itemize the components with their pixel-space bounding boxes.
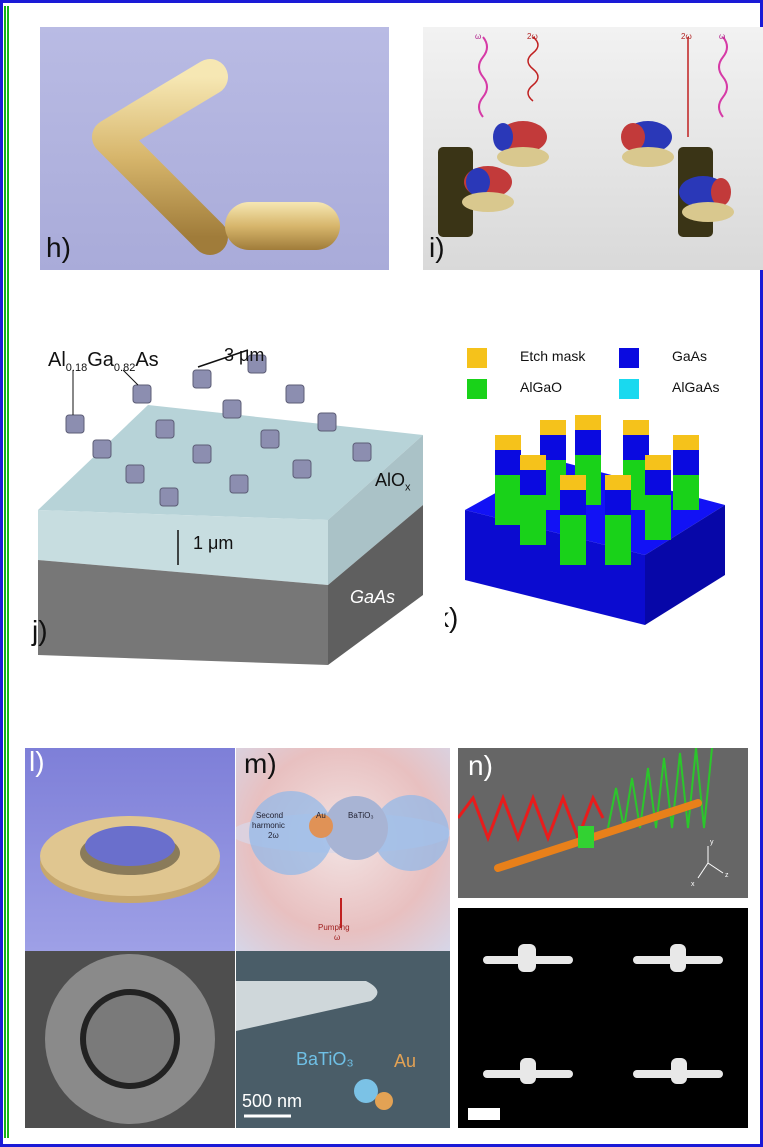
m-tag-pumping: Pumping xyxy=(318,923,350,932)
legend-label-algaas: AlGaAs xyxy=(672,379,720,395)
m-sem-tag-batio3: BaTiO₃ xyxy=(296,1049,354,1069)
scale-bar-label: 500 nm xyxy=(242,1091,303,1111)
n-scale-bar xyxy=(468,1108,500,1120)
m-tag-omega: ω xyxy=(334,933,340,942)
m-tag-au: Au xyxy=(316,811,326,820)
dimer-antennas-illustration: ω 2ω 2ω ω xyxy=(438,32,734,237)
antenna-sem-image xyxy=(468,944,723,1120)
j-thickness-label: 1 μm xyxy=(193,533,234,553)
panel-label-m: m) xyxy=(244,748,277,779)
m-tag-second: Second xyxy=(256,811,283,820)
ring-disk-illustration xyxy=(40,816,220,903)
panel-n: x y z n) xyxy=(458,748,748,898)
i-label-omega-1: ω xyxy=(475,32,481,41)
panel-h: h) xyxy=(40,27,389,270)
panel-label-j: j) xyxy=(32,615,48,646)
n-axis-x: x xyxy=(691,881,695,888)
panel-j: Al0.18Ga0.82As 3 μm AlOx 1 μm GaAs j) xyxy=(28,325,423,675)
legend-swatch-algao xyxy=(467,379,487,399)
panel-label-i: i) xyxy=(429,232,445,263)
pillar-array-illustration xyxy=(38,349,423,665)
j-substrate-label: GaAs xyxy=(350,587,396,607)
legend-swatch-etch-mask xyxy=(467,348,487,368)
gold-nanorods-illustration xyxy=(92,59,340,255)
panel-n-sem xyxy=(458,908,748,1128)
j-pitch-label: 3 μm xyxy=(224,345,265,365)
m-sem-tag-au: Au xyxy=(394,1051,417,1071)
panel-i: ω 2ω 2ω ω i) xyxy=(423,27,763,270)
panel-l-sem xyxy=(25,951,235,1128)
layer-stack-illustration xyxy=(465,415,725,625)
sphere-dimer-illustration: Second harmonic 2ω Au BaTiO₃ Pumping ω xyxy=(236,791,450,942)
i-label-2omega-2: 2ω xyxy=(681,32,692,41)
panel-l: l) xyxy=(25,748,235,951)
legend-swatch-algaas xyxy=(619,379,639,399)
antenna-illustration: x y z xyxy=(458,748,729,888)
panel-label-n: n) xyxy=(468,750,493,781)
panel-label-k: k) xyxy=(445,602,459,633)
i-label-omega-2: ω xyxy=(719,32,725,41)
sphere-dimer-sem-image xyxy=(236,981,393,1118)
j-oxide-label: AlOx xyxy=(375,470,411,494)
panel-label-h: h) xyxy=(46,232,71,263)
n-axis-y: y xyxy=(710,839,714,846)
figure-side-bar xyxy=(4,6,9,1138)
legend-label-algao: AlGaO xyxy=(520,379,563,395)
m-tag-harmonic: harmonic xyxy=(252,821,285,830)
panel-m: Second harmonic 2ω Au BaTiO₃ Pumping ω m… xyxy=(236,748,450,951)
m-tag-batio3: BaTiO₃ xyxy=(348,811,374,820)
n-axis-z: z xyxy=(725,872,729,879)
legend-swatch-gaas xyxy=(619,348,639,368)
panel-m-sem: BaTiO₃ Au 500 nm xyxy=(236,951,450,1128)
panel-k: Etch mask GaAs AlGaO AlGaAs k) xyxy=(445,340,745,670)
legend-label-gaas: GaAs xyxy=(672,348,708,364)
panel-label-l: l) xyxy=(29,748,45,777)
j-alloy-label: Al0.18Ga0.82As xyxy=(48,349,159,374)
i-label-2omega-1: 2ω xyxy=(527,32,538,41)
legend-label-etch-mask: Etch mask xyxy=(520,348,586,364)
ring-disk-sem-image xyxy=(45,954,215,1124)
m-tag-2omega: 2ω xyxy=(268,831,279,840)
